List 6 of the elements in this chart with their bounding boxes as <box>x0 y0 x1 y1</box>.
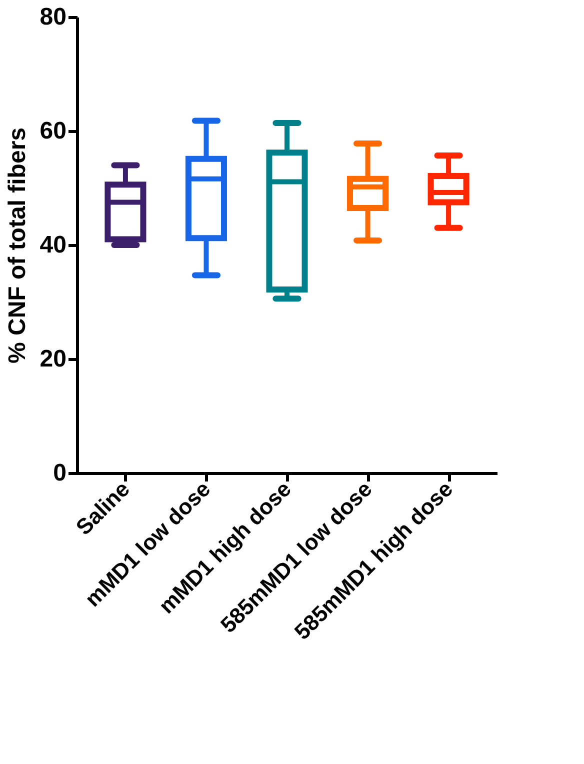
y-tick-label: 80 <box>40 4 66 30</box>
y-axis-title: % CNF of total fibers <box>4 127 31 364</box>
y-tick-label: 40 <box>40 232 66 258</box>
y-tick-label: 0 <box>53 460 66 486</box>
y-tick-label: 20 <box>40 346 66 372</box>
y-tick-label: 60 <box>40 118 66 144</box>
